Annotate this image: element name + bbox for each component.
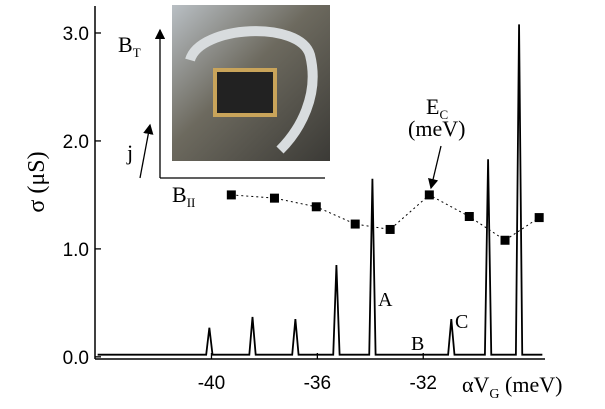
inset-label: BT bbox=[118, 32, 141, 60]
annotation: A bbox=[378, 289, 393, 311]
annotation: EC bbox=[426, 94, 448, 122]
y-tick-label: 1.0 bbox=[63, 240, 89, 261]
marker bbox=[350, 219, 360, 229]
marker bbox=[500, 235, 510, 245]
inset-axis bbox=[139, 123, 154, 179]
y-tick-label: 3.0 bbox=[63, 24, 89, 45]
annotation-arrow bbox=[428, 145, 442, 190]
y-tick-label: 0.0 bbox=[63, 348, 89, 369]
x-tick-label: -36 bbox=[304, 373, 331, 394]
marker bbox=[269, 193, 279, 203]
annotation: (meV) bbox=[408, 116, 465, 141]
marker bbox=[424, 190, 434, 200]
inset-label: BII bbox=[172, 182, 195, 210]
series-line bbox=[97, 24, 543, 356]
series-line bbox=[231, 194, 540, 241]
y-tick-label: 2.0 bbox=[63, 132, 89, 153]
marker bbox=[226, 190, 236, 200]
inset-label: j bbox=[126, 140, 133, 165]
y-axis-label: σ (μS) bbox=[24, 151, 50, 212]
marker bbox=[311, 202, 321, 212]
annotation: B bbox=[411, 333, 424, 355]
inset-photo bbox=[172, 5, 330, 161]
x-tick-label: -40 bbox=[198, 373, 225, 394]
marker bbox=[534, 213, 544, 223]
x-axis-label: αVG (meV) bbox=[462, 372, 562, 402]
marker bbox=[464, 212, 474, 222]
marker bbox=[385, 224, 395, 234]
annotation: C bbox=[455, 311, 468, 333]
x-tick-label: -32 bbox=[410, 373, 437, 394]
